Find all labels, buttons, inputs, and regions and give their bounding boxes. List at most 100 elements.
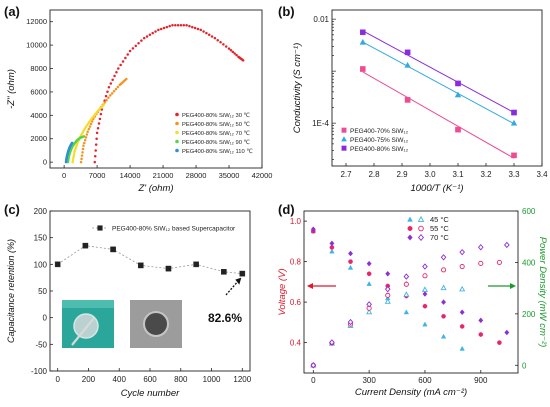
panel-label-a: (a) [4,4,20,19]
panel-d-data-point [403,281,409,287]
panel-b-data-point [454,91,462,98]
panel-a-data-point [154,30,157,33]
panel-b-ytick-label: 1E-4 [312,119,329,128]
tweezers [71,317,95,346]
panel-d-data-point [422,321,428,327]
panel-a-data-point [179,23,183,27]
panel-d-y2tick-label: 200 [522,310,536,319]
panel-a-legend-marker [175,130,179,135]
panel-c-xlabel: Cycle number [121,388,180,399]
panel-a-ytick-label: 6000 [30,87,47,96]
panel-a-data-point [87,127,91,131]
panel-a-data-point [113,74,116,78]
panel-d-legend-marker-filled [407,216,413,222]
coin-cell [143,311,169,337]
panel-a-data-point [80,154,84,157]
panel-a-data-point [188,24,191,28]
panel-a-data-point [98,117,102,121]
panel-a-legend-entry: PEG400-80% SiW₁₂ 110 ℃ [182,148,253,155]
panel-c-data-point [110,246,116,253]
panel-a-nyquist-plot: 0 7000 14000 21000 28000 35000 42000 0 2000 4000 6… [6,9,272,194]
panel-d-data-point [478,260,484,267]
panel-c-data-point [193,261,199,268]
panel-d-data-point [310,226,316,233]
panel-b-legend-entry: PEG400-75% SiW₁₂ [350,137,409,144]
panel-a-data-point [103,99,106,102]
photo-highlight [62,300,114,308]
panel-a-data-point [174,23,177,27]
panel-c-ytick-label: 0 [43,314,48,323]
panel-b-data-point [511,109,517,116]
panel-d-data-point [459,248,465,256]
panel-a-data-point [88,125,92,128]
coin-cell-photo-inset [130,300,182,348]
panel-b-xtick-label: 3.0 [424,170,436,179]
panel-a-data-point [81,151,84,154]
panel-b-data-point [359,38,366,45]
panel-c-xtick-label: 1000 [203,375,221,384]
panel-d-y2label: Power Density (mW cm⁻²) [537,237,548,348]
film-disc [73,313,99,339]
panel-c-ytick-label: 100 [34,260,48,269]
panel-a-ytick-label: 12000 [26,17,47,26]
panel-a-data-point [216,38,219,42]
panel-b-legend-entry: PEG400-70% SiW₁₂ [350,128,409,135]
panel-d-data-point [477,244,484,251]
panel-a-data-point [124,56,127,60]
panel-a-data-point [233,52,236,55]
panel-d-data-point [504,329,510,336]
panel-a-data-point [162,26,166,30]
panel-d-frame [303,210,519,374]
panel-b-legend-marker [341,136,347,142]
panel-a-data-point [213,36,217,40]
panel-label-b: (b) [278,4,295,19]
panel-b-data-point [360,29,366,36]
panel-a-data-point [191,25,194,29]
panel-b-legend-entry: PEG400-80% SiW₁₂ [350,146,409,153]
panel-d-data-point [459,263,465,270]
panel-d-data-point [422,303,428,309]
panel-d-data-point [348,250,353,257]
panel-d-ylabel: Voltage (V) [277,268,288,315]
panel-a-data-point [193,26,197,30]
panel-a-data-point [114,87,118,91]
panel-b-data-point [455,126,461,133]
panel-a-data-point [82,144,85,148]
panel-a-data-point [79,160,83,164]
panel-d-data-point [422,273,428,279]
panel-a-data-point [121,60,125,63]
panel-d-legend-marker-open [418,225,424,232]
panel-b-fit-line [362,30,515,113]
panel-a-data-point [93,160,97,164]
panel-a-data-point [116,85,120,89]
panel-d-data-point [403,291,410,297]
panel-a-data-point [171,23,174,27]
panel-c-data-point [82,242,89,249]
panel-d-left-arrowhead [307,283,313,289]
panel-a-legend-marker [175,139,179,144]
panel-a-legend-entry: PEG400-80% SiW₁₂ 70 ℃ [182,130,251,137]
panel-d-ytick-label: 0.4 [290,339,302,348]
panel-a-data-point [196,27,200,31]
panel-b-xtick-label: 3.2 [480,170,492,179]
panel-a-data-point [115,71,118,74]
panel-b-ytick-label: 0.01 [313,15,329,24]
panel-d-legend-marker-open [417,215,425,222]
panel-a-data-point [95,131,99,135]
panel-b-legend-marker [341,145,347,151]
panel-a-data-point [205,31,208,35]
panel-a-data-point [72,154,75,158]
panel-a-data-point [109,94,112,97]
panel-a-data-point [168,24,171,28]
panel-b-data-point [404,61,411,68]
panel-d-legend-marker-filled [407,234,413,241]
panel-d-data-point [422,263,428,270]
panel-a-data-point [96,126,100,130]
panel-b-xtick-label: 2.7 [340,170,352,179]
panel-d-data-point [348,259,353,264]
panel-a-data-point [93,155,97,158]
panel-d-data-point [385,270,391,277]
panel-d-data-point [310,362,317,369]
panel-a-data-point [142,36,146,40]
